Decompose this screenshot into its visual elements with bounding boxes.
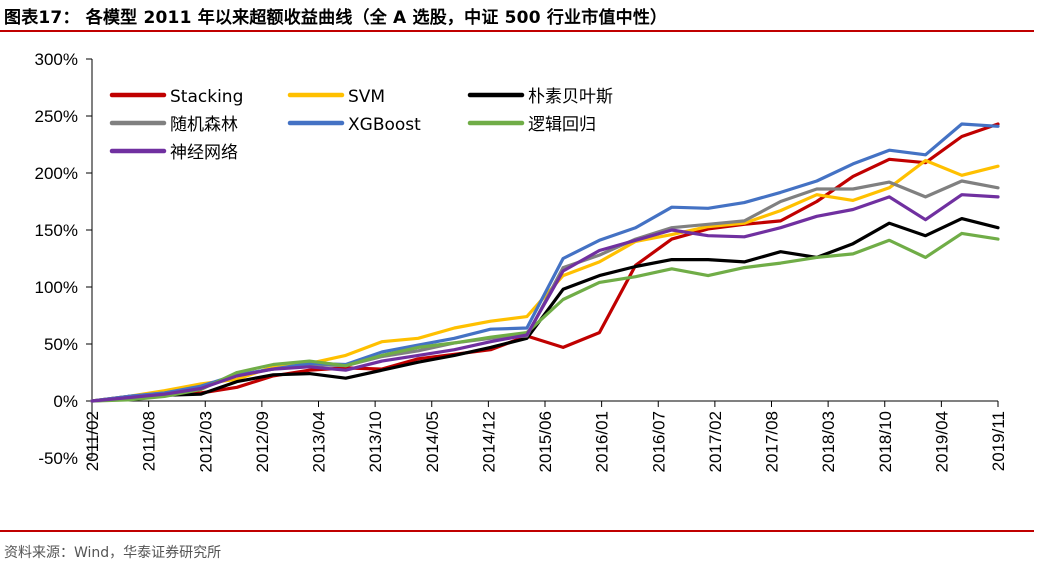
- top-divider: [0, 30, 1034, 32]
- x-tick-label: 2017/02: [706, 411, 725, 472]
- x-tick-label: 2012/03: [196, 411, 215, 472]
- legend-label: 神经网络: [170, 143, 238, 163]
- x-tick-label: 2014/12: [479, 411, 498, 472]
- legend-item: Stacking: [109, 87, 243, 107]
- bottom-divider: [0, 530, 1034, 532]
- y-tick-label: 200%: [35, 164, 78, 183]
- x-tick-label: 2011/02: [83, 411, 102, 471]
- x-tick-label: 2015/06: [536, 411, 555, 472]
- x-tick-label: 2018/03: [819, 411, 838, 472]
- x-tick-label: 2016/01: [593, 411, 612, 472]
- legend-label: 逻辑回归: [528, 115, 596, 135]
- y-tick-label: 100%: [35, 278, 78, 297]
- series-line-逻辑回归: [90, 231, 1000, 403]
- y-tick-label: 0%: [53, 392, 78, 411]
- legend-label: XGBoost: [348, 115, 421, 135]
- series-lines: [90, 122, 1000, 403]
- chart-title: 图表17： 各模型 2011 年以来超额收益曲线（全 A 选股，中证 500 行…: [4, 8, 668, 28]
- source-note: 资料来源：Wind，华泰证券研究所: [4, 545, 222, 561]
- legend-item: XGBoost: [287, 115, 421, 135]
- x-tick-label: 2016/07: [649, 411, 668, 472]
- x-tick-label: 2013/10: [366, 411, 385, 472]
- y-tick-label: 50%: [44, 335, 78, 354]
- x-tick-label: 2011/08: [140, 411, 159, 471]
- series-line-SVM: [90, 158, 1000, 403]
- legend-label: Stacking: [170, 87, 243, 107]
- y-tick-label: 150%: [35, 221, 78, 240]
- legend-label: 朴素贝叶斯: [528, 87, 613, 107]
- x-tick-label: 2019/04: [932, 411, 951, 472]
- legend-label: 随机森林: [170, 115, 238, 135]
- legend-label: SVM: [348, 87, 385, 107]
- series-line-Stacking: [90, 122, 1000, 403]
- legend-item: 朴素贝叶斯: [467, 87, 613, 107]
- x-tick-label: 2013/04: [310, 411, 329, 472]
- line-chart: 300%250%200%150%100%50%0%-50% 2011/02 201…: [35, 50, 1008, 472]
- legend-item: 逻辑回归: [467, 115, 596, 135]
- x-axis: 2011/02 2011/08 2012/03 2012/09 2013/04 2013/…: [83, 400, 1008, 472]
- series-line-朴素贝叶斯: [90, 217, 1000, 403]
- x-tick-label: 2019/11: [989, 411, 1008, 471]
- y-tick-label: 250%: [35, 107, 78, 126]
- y-tick-label: 300%: [35, 50, 78, 69]
- x-tick-label: 2017/08: [763, 411, 782, 472]
- legend-item: SVM: [287, 87, 385, 107]
- y-axis: 300% 250% 200% 150% 100% 50% 0% -50%: [35, 50, 93, 468]
- legend-item: 神经网络: [109, 143, 238, 163]
- header: 图表17： 各模型 2011 年以来超额收益曲线（全 A 选股，中证 500 行…: [0, 0, 1040, 30]
- x-tick-label: 2018/10: [876, 411, 895, 472]
- series-line-XGBoost: [90, 122, 1000, 403]
- y-tick-label: -50%: [38, 449, 78, 468]
- x-tick-label: 2012/09: [253, 411, 272, 472]
- x-tick-label: 2014/05: [423, 411, 442, 472]
- legend-item: 随机森林: [109, 115, 238, 135]
- series-line-神经网络: [90, 193, 1000, 403]
